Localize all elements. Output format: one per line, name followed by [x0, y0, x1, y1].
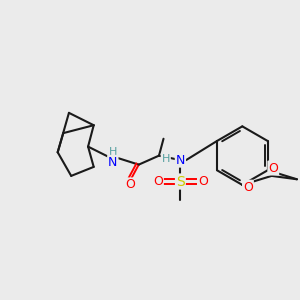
Text: S: S: [176, 175, 185, 188]
Text: O: O: [125, 178, 135, 191]
Text: O: O: [153, 175, 163, 188]
Text: O: O: [243, 181, 253, 194]
Text: N: N: [176, 154, 185, 166]
Text: H: H: [109, 147, 117, 157]
Text: O: O: [268, 161, 278, 175]
Text: H: H: [162, 154, 170, 164]
Text: N: N: [108, 156, 118, 169]
Text: O: O: [198, 175, 208, 188]
